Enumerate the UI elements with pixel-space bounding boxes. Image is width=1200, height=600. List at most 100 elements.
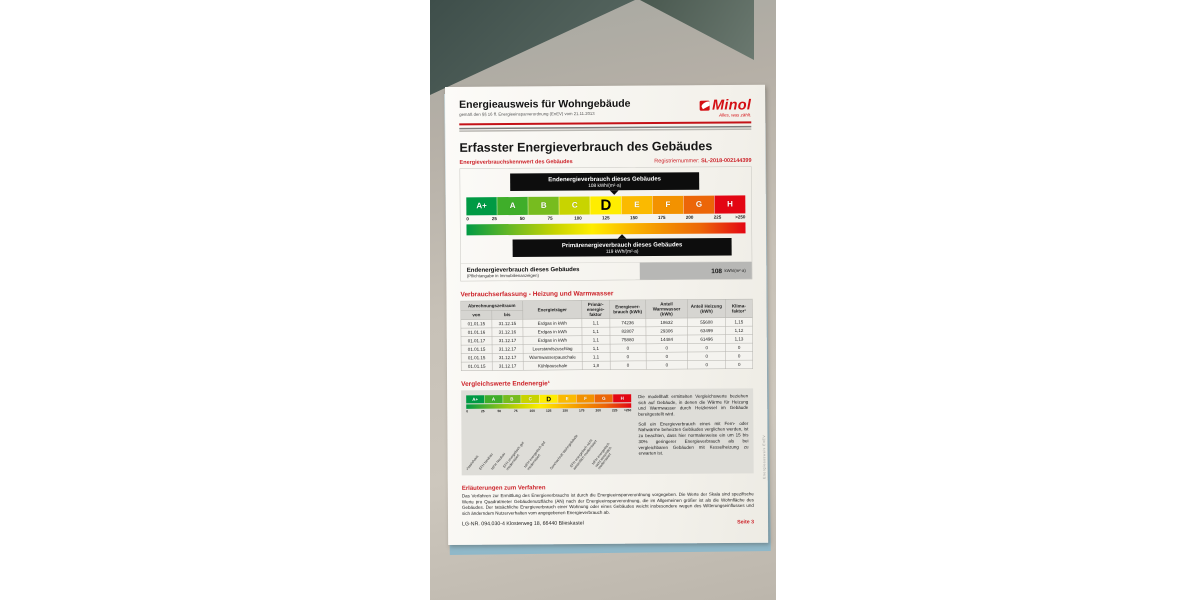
tick-label: 100 — [574, 215, 582, 221]
tick-label: 75 — [547, 215, 553, 221]
cell: 1,8 — [582, 361, 611, 370]
minol-logo-icon — [699, 100, 710, 111]
comparison-panel: A+ A B C D E F G H 0 25 50 75 100 — [461, 388, 754, 476]
brand-name: Minol — [711, 96, 752, 114]
cell: 18632 — [645, 318, 688, 327]
result-value: 108 — [711, 266, 723, 275]
cell: 0 — [645, 343, 688, 353]
margin-form-id: Energieausweis EnEV — [762, 434, 767, 479]
mini-band-segment: B — [502, 394, 521, 404]
band-segment: A — [496, 196, 529, 216]
tick-label: 225 — [713, 214, 722, 220]
cell: 0 — [645, 352, 688, 361]
cell: 1,1 — [581, 344, 610, 353]
cell: 01.01.15 — [461, 353, 493, 363]
mini-tick: 125 — [546, 409, 552, 413]
comparison-labels: Passivhaus EFH Neubau MFH Neubau EFH ene… — [466, 415, 631, 472]
energy-certificate-page: Energieausweis für Wohngebäude gemäß den… — [445, 84, 769, 545]
col-zeitraum: Abrechnungszeitraum — [460, 300, 523, 311]
gradient-bar — [466, 222, 746, 236]
kennwert-label: Energieverbrauchskennwert des Gebäudes — [459, 158, 573, 166]
end-energy-value: 108 kWh/(m²·a) — [588, 182, 622, 189]
col-von: von — [460, 310, 492, 320]
cell: 55608 — [687, 317, 726, 327]
band-segment: F — [652, 195, 684, 215]
band-segment: B — [527, 196, 560, 215]
tick-label: 0 — [466, 216, 469, 222]
mini-tick: 225 — [612, 408, 618, 413]
document-photo: Energieausweis für Wohngebäude gemäß den… — [430, 0, 776, 600]
mini-tick: 175 — [579, 409, 585, 413]
mini-band-segment: A — [484, 395, 503, 404]
cell: 0 — [687, 351, 726, 361]
mini-band-segment: F — [575, 394, 595, 403]
tick-label: 25 — [491, 216, 497, 222]
cell: 31.12.17 — [492, 353, 524, 362]
cell: 01.01.15 — [461, 344, 493, 354]
cell: 1,1 — [581, 327, 610, 336]
reg-value: SL-2018-002144399 — [701, 157, 752, 164]
col-anteil-warmwasser: Anteil Warmwasser (kWh) — [645, 299, 688, 319]
consumption-heading: Verbrauchserfassung - Heizung und Warmwa… — [460, 289, 614, 298]
primary-energy-value: 119 kWh/(m²·a) — [605, 248, 639, 255]
cell: 0 — [687, 343, 726, 353]
cell: 14484 — [645, 335, 688, 344]
scale-ticks: 0 25 50 75 100 125 150 175 200 225 >250 — [466, 214, 745, 222]
tick-label: 150 — [630, 215, 638, 221]
tick-label: 125 — [602, 215, 610, 221]
cell: 01.01.15 — [461, 361, 493, 371]
cell: 0 — [687, 360, 726, 370]
cell: 31.12.17 — [492, 344, 524, 354]
mini-band-segment: D — [539, 394, 558, 403]
reg-label: Registriernummer: — [654, 157, 700, 165]
band-segment: G — [683, 195, 715, 214]
page-footer: LG-NR. 094.030-4 Klosterweg 18, 66440 Bl… — [462, 519, 754, 527]
mini-tick: 25 — [480, 409, 485, 414]
mini-tick: 50 — [497, 409, 502, 414]
cell: 01.01.16 — [460, 327, 492, 337]
cell: 0 — [609, 360, 646, 370]
cell: 74236 — [609, 318, 646, 328]
cell: Kühlpauschale — [523, 361, 583, 371]
cell: 82807 — [609, 326, 646, 336]
tick-label: >250 — [735, 214, 746, 220]
meta-row: Energieverbrauchskennwert des Gebäudes R… — [460, 157, 752, 165]
cell: 0 — [725, 360, 753, 369]
cell: 31.12.16 — [491, 327, 523, 337]
tick-label: 175 — [657, 214, 666, 221]
explanation-heading: Erläuterungen zum Verfahren — [461, 483, 546, 492]
mini-band-segment: H — [612, 394, 632, 403]
col-bis: bis — [491, 309, 523, 320]
cell: 1,1 — [581, 352, 610, 362]
mini-tick: 75 — [513, 409, 518, 414]
mini-tick: >250 — [623, 408, 632, 413]
band-segment: E — [621, 196, 653, 215]
page-number: Seite 3 — [737, 518, 755, 525]
red-divider — [459, 121, 752, 126]
explanation-text: Das Verfahren zur Ermittlung des Energie… — [461, 491, 754, 516]
background-dark-object-left — [430, 0, 635, 95]
comparison-paragraph-1: Die modellhaft ermittelten Vergleichswer… — [638, 393, 749, 417]
mini-band-segment: G — [594, 394, 613, 403]
cell: 31.12.17 — [492, 361, 524, 371]
header-titles: Energieausweis für Wohngebäude gemäß den… — [459, 98, 630, 117]
mini-tick: 0 — [466, 409, 469, 414]
mini-tick: 200 — [595, 408, 601, 413]
result-row: Endenergieverbrauch dieses Gebäudes (Pfl… — [460, 261, 752, 281]
background-dark-object-right — [640, 0, 754, 60]
comparison-label: Passivhaus — [466, 454, 480, 472]
result-unit: kWh/(m²·a) — [724, 267, 746, 274]
comparison-paragraph-2: Soll ein Energieverbrauch eines mit Fern… — [638, 420, 749, 456]
mini-band-segment: E — [557, 394, 577, 403]
tick-label: 50 — [519, 215, 525, 221]
table-row: 01.01.15 31.12.17 Kühlpauschale 1,8 0 0 0 0 — [461, 360, 753, 371]
footer-address: LG-NR. 094.030-4 Klosterweg 18, 66440 Bl… — [462, 519, 584, 527]
mini-efficiency-band: A+ A B C D E F G H — [466, 394, 632, 404]
cell: 0 — [609, 352, 646, 362]
cell: 1,1 — [581, 335, 610, 345]
col-verbrauch: Energiever- brauch (kWh) — [609, 299, 646, 319]
registration-number: Registriernummer: SL-2018-002144399 — [654, 157, 751, 164]
cell: 75880 — [609, 335, 646, 345]
col-energietraeger: Energieträger — [522, 300, 582, 320]
cell: 1,15 — [725, 317, 753, 327]
